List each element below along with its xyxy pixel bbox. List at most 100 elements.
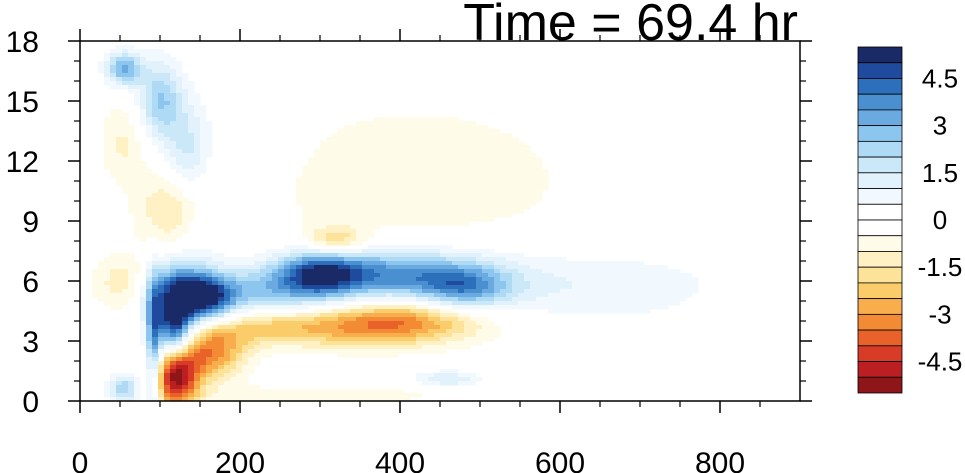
- contour-cell: [164, 89, 171, 94]
- contour-cell: [92, 269, 99, 274]
- contour-cell: [476, 329, 483, 334]
- colorbar-box: [857, 109, 903, 127]
- contour-cell: [422, 133, 429, 138]
- contour-cell: [302, 193, 309, 198]
- contour-cell: [488, 301, 495, 306]
- contour-cell: [464, 153, 471, 158]
- contour-cell: [188, 105, 195, 110]
- contour-cell: [350, 133, 357, 138]
- contour-cell: [530, 277, 537, 282]
- contour-cell: [308, 313, 315, 318]
- contour-cell: [110, 385, 117, 390]
- contour-cell: [386, 341, 393, 346]
- contour-cell: [146, 101, 153, 106]
- contour-cell: [278, 325, 285, 330]
- contour-cell: [200, 305, 207, 310]
- contour-cell: [164, 353, 171, 358]
- contour-cell: [476, 337, 483, 342]
- contour-cell: [110, 77, 117, 82]
- contour-cell: [452, 185, 459, 190]
- contour-cell: [170, 85, 177, 90]
- contour-cell: [380, 197, 387, 202]
- contour-cell: [266, 349, 273, 354]
- contour-cell: [200, 313, 207, 318]
- contour-cell: [338, 149, 345, 154]
- contour-cell: [428, 281, 435, 286]
- contour-cell: [614, 273, 621, 278]
- contour-cell: [152, 121, 159, 126]
- contour-cell: [404, 137, 411, 142]
- contour-cell: [296, 261, 303, 266]
- contour-cell: [338, 181, 345, 186]
- contour-cell: [482, 329, 489, 334]
- contour-cell: [518, 205, 525, 210]
- contour-cell: [308, 293, 315, 298]
- colorbar-box: [857, 361, 903, 378]
- contour-cell: [230, 353, 237, 358]
- contour-cell: [596, 289, 603, 294]
- contour-cell: [314, 217, 321, 222]
- contour-cell: [482, 217, 489, 222]
- contour-cell: [170, 393, 177, 398]
- contour-cell: [338, 225, 345, 230]
- contour-cell: [194, 97, 201, 102]
- contour-cell: [218, 293, 225, 298]
- contour-cell: [140, 225, 147, 230]
- contour-cell: [236, 281, 243, 286]
- contour-cell: [272, 397, 279, 402]
- contour-cell: [134, 149, 141, 154]
- contour-cell: [368, 193, 375, 198]
- contour-cell: [278, 293, 285, 298]
- contour-cell: [188, 85, 195, 90]
- contour-cell: [518, 261, 525, 266]
- contour-cell: [674, 273, 681, 278]
- contour-cell: [152, 289, 159, 294]
- contour-cell: [188, 209, 195, 214]
- contour-cell: [440, 269, 447, 274]
- colorbar-tick-label: 3: [933, 111, 947, 141]
- contour-cell: [374, 125, 381, 130]
- contour-cell: [422, 189, 429, 194]
- contour-cell: [224, 257, 231, 262]
- contour-cell: [386, 133, 393, 138]
- contour-cell: [242, 261, 249, 266]
- contour-cell: [416, 153, 423, 158]
- contour-cell: [446, 117, 453, 122]
- contour-cell: [362, 285, 369, 290]
- contour-cell: [254, 313, 261, 318]
- contour-cell: [476, 293, 483, 298]
- contour-cell: [434, 269, 441, 274]
- colorbar-box: [857, 219, 903, 237]
- contour-cell: [476, 165, 483, 170]
- contour-cell: [164, 73, 171, 78]
- contour-cell: [110, 133, 117, 138]
- contour-cell: [320, 253, 327, 258]
- contour-cell: [158, 257, 165, 262]
- contour-cell: [530, 265, 537, 270]
- contour-cell: [356, 233, 363, 238]
- contour-cell: [434, 197, 441, 202]
- contour-cell: [422, 193, 429, 198]
- contour-cell: [140, 233, 147, 238]
- contour-cell: [176, 373, 183, 378]
- contour-cell: [176, 229, 183, 234]
- contour-cell: [152, 69, 159, 74]
- contour-cell: [308, 397, 315, 402]
- contour-cell: [440, 253, 447, 258]
- contour-cell: [482, 129, 489, 134]
- contour-cell: [128, 261, 135, 266]
- contour-cell: [650, 293, 657, 298]
- contour-cell: [368, 349, 375, 354]
- contour-cell: [302, 265, 309, 270]
- contour-cell: [272, 345, 279, 350]
- contour-cell: [200, 361, 207, 366]
- contour-cell: [308, 301, 315, 306]
- contour-cell: [464, 201, 471, 206]
- contour-cell: [392, 185, 399, 190]
- contour-cell: [284, 277, 291, 282]
- contour-cell: [290, 333, 297, 338]
- contour-cell: [104, 57, 111, 62]
- contour-cell: [368, 133, 375, 138]
- contour-cell: [392, 145, 399, 150]
- contour-cell: [182, 393, 189, 398]
